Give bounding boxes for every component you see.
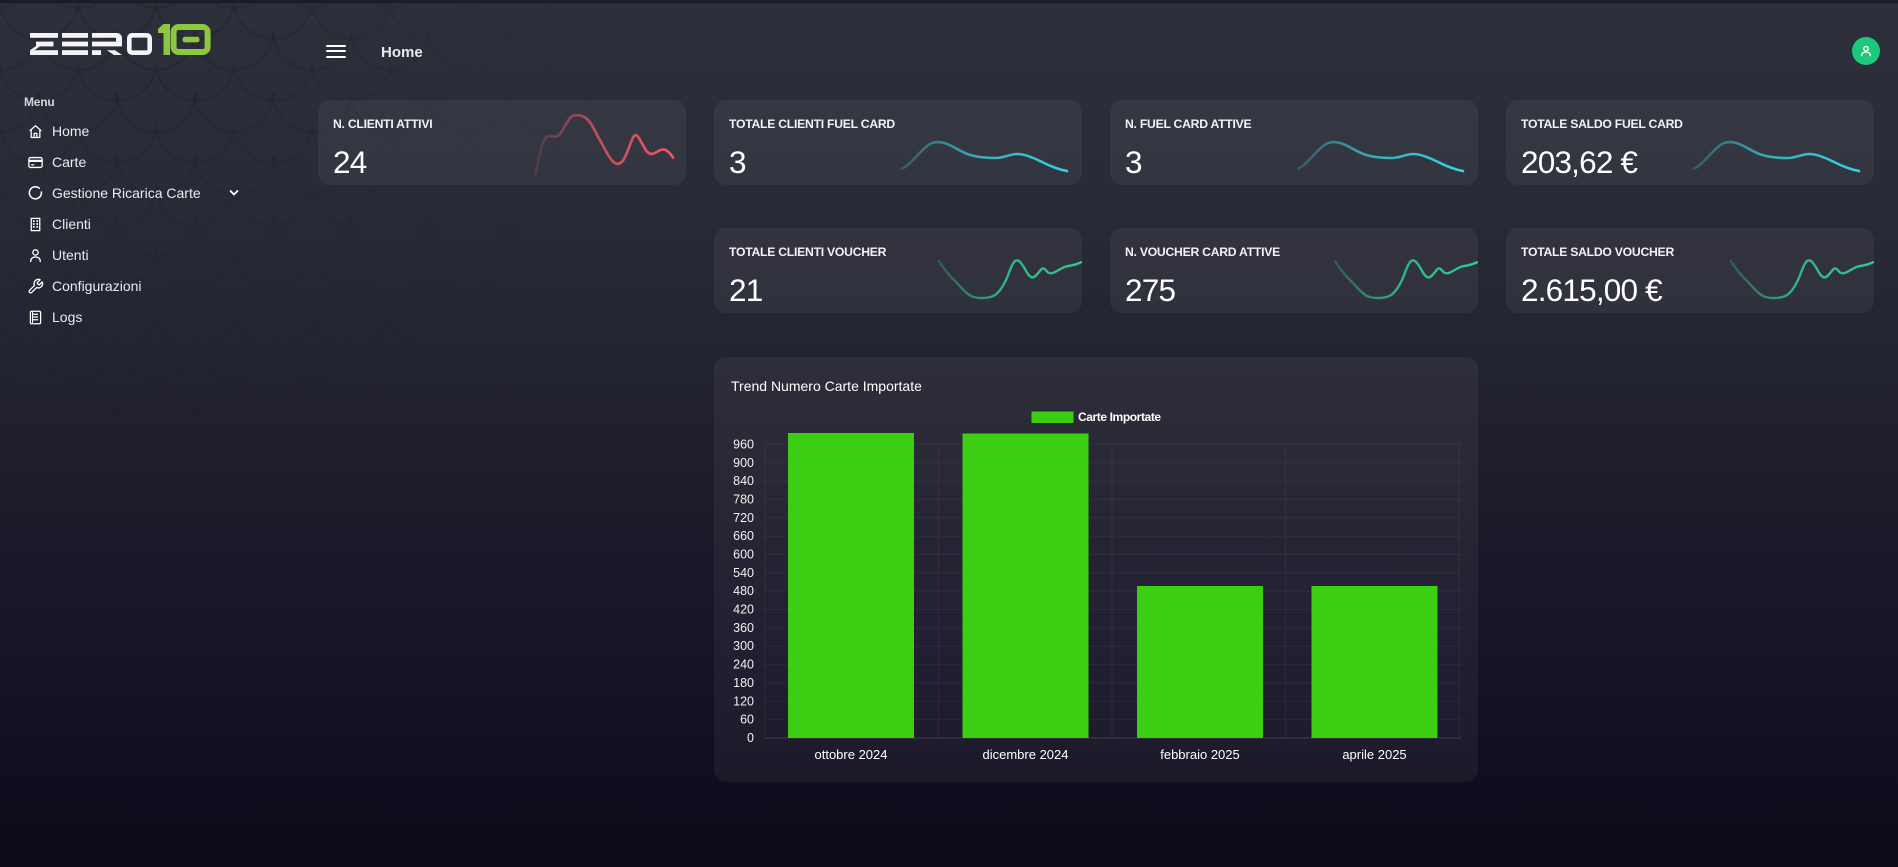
- svg-text:360: 360: [733, 621, 754, 635]
- svg-text:900: 900: [733, 456, 754, 470]
- svg-text:aprile 2025: aprile 2025: [1342, 747, 1406, 762]
- svg-text:420: 420: [733, 603, 754, 617]
- svg-text:840: 840: [733, 474, 754, 488]
- svg-text:180: 180: [733, 676, 754, 690]
- svg-text:600: 600: [733, 548, 754, 562]
- svg-text:960: 960: [733, 437, 754, 451]
- svg-text:120: 120: [733, 694, 754, 708]
- svg-text:ottobre 2024: ottobre 2024: [814, 747, 887, 762]
- svg-text:240: 240: [733, 658, 754, 672]
- svg-text:0: 0: [747, 731, 754, 745]
- svg-text:dicembre 2024: dicembre 2024: [983, 747, 1069, 762]
- svg-text:540: 540: [733, 566, 754, 580]
- svg-text:720: 720: [733, 511, 754, 525]
- svg-text:60: 60: [740, 713, 754, 727]
- svg-text:780: 780: [733, 492, 754, 506]
- svg-text:480: 480: [733, 584, 754, 598]
- svg-text:febbraio 2025: febbraio 2025: [1160, 747, 1240, 762]
- svg-text:300: 300: [733, 639, 754, 653]
- svg-text:660: 660: [733, 529, 754, 543]
- svg-text:Carte Importate: Carte Importate: [1078, 410, 1161, 424]
